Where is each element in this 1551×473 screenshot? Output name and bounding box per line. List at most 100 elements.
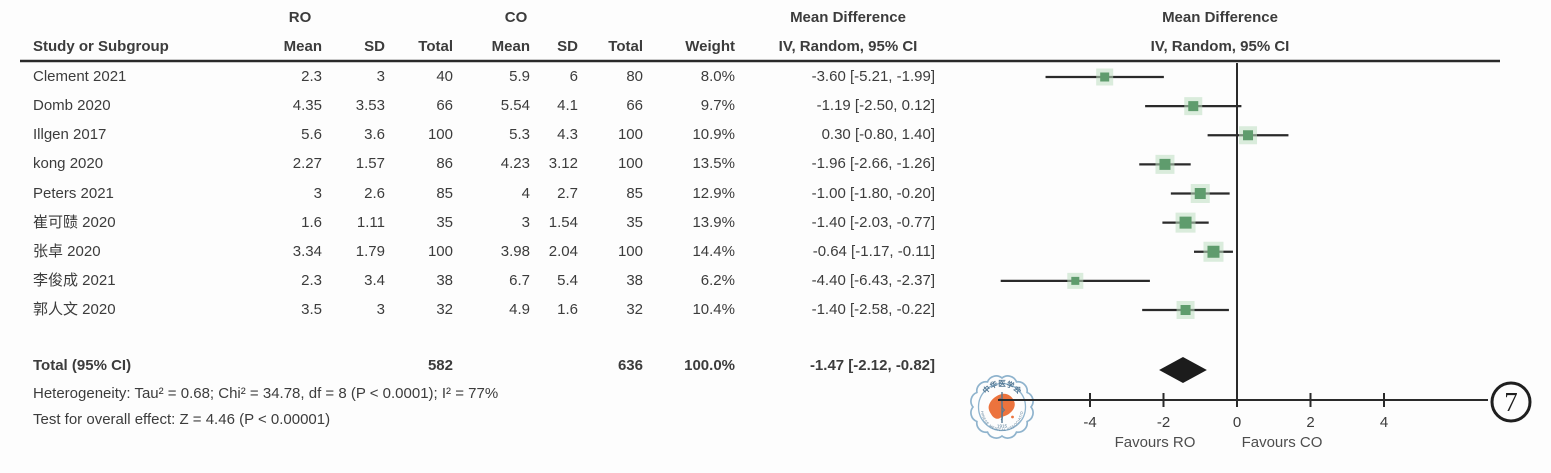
- ro-total-value: 32: [436, 301, 453, 318]
- co-sd-value: 2.04: [548, 243, 578, 260]
- md-ci-value: -1.96 [-2.66, -1.26]: [811, 155, 935, 172]
- ro-mean-value: 2.27: [292, 155, 322, 172]
- ro-sd-value: 3: [376, 68, 385, 85]
- ro-sd-value: 3.4: [364, 272, 385, 289]
- figure-number-circle: [1490, 381, 1532, 423]
- ro-mean-value: 4.35: [292, 97, 322, 114]
- ro-mean-value: 3.5: [301, 301, 322, 318]
- co-sd-value: 6: [569, 68, 578, 85]
- md-ci-value: -3.60 [-5.21, -1.99]: [811, 68, 935, 85]
- total-co-n: 636: [617, 357, 643, 374]
- seal-top-text: 中华医学会: [980, 378, 1024, 395]
- md-ci-value: -1.40 [-2.03, -0.77]: [811, 214, 935, 231]
- co-mean-value: 5.3: [509, 126, 530, 143]
- ro-total-value: 86: [436, 155, 453, 172]
- seal-map-island: [1011, 415, 1014, 419]
- md-ci-value: -1.19 [-2.50, 0.12]: [816, 97, 935, 114]
- ro-mean-value: 3: [313, 185, 322, 202]
- overall-effect-note: Test for overall effect: Z = 4.46 (P < 0…: [33, 411, 331, 428]
- ro-total-value: 40: [436, 68, 453, 85]
- co-mean-value: 5.54: [500, 97, 530, 114]
- column-header-ro-mean: Mean: [283, 38, 322, 55]
- co-mean-value: 4.9: [509, 301, 530, 318]
- ro-mean-value: 1.6: [301, 214, 322, 231]
- weight-value: 9.7%: [700, 97, 735, 114]
- study-label: Peters 2021: [33, 185, 114, 202]
- weight-value: 6.2%: [700, 272, 735, 289]
- ro-sd-value: 3.6: [364, 126, 385, 143]
- effect-square: [1180, 305, 1191, 315]
- seal-serpent: [999, 397, 1006, 421]
- axis-tick-label: 2: [1306, 414, 1314, 431]
- co-total-value: 85: [626, 185, 643, 202]
- column-header-ro-total: Total: [418, 38, 453, 55]
- ro-sd-value: 3: [376, 301, 385, 318]
- column-header-co-total: Total: [608, 38, 643, 55]
- axis-tick-label: -4: [1083, 414, 1096, 431]
- co-mean-value: 3: [521, 214, 530, 231]
- axis-tick-label: -2: [1157, 414, 1170, 431]
- weight-value: 12.9%: [692, 185, 735, 202]
- group-header-ro: RO: [288, 9, 312, 26]
- co-sd-value: 3.12: [548, 155, 578, 172]
- weight-value: 13.5%: [692, 155, 735, 172]
- co-total-value: 100: [617, 126, 643, 143]
- effect-square: [1194, 188, 1206, 199]
- co-total-value: 100: [617, 155, 643, 172]
- total-ro-n: 582: [427, 357, 453, 374]
- plot-header-mean-difference: Mean Difference: [1162, 9, 1278, 26]
- total-diamond: [1159, 357, 1207, 383]
- md-ci-value: -1.40 [-2.58, -0.22]: [811, 301, 935, 318]
- favours-right-label: Favours CO: [1242, 434, 1323, 451]
- heterogeneity-note: Heterogeneity: Tau² = 0.68; Chi² = 34.78…: [33, 385, 499, 402]
- ro-mean-value: 5.6: [301, 126, 322, 143]
- study-label: 张卓 2020: [33, 243, 101, 260]
- ro-total-value: 38: [436, 272, 453, 289]
- seal-inner-circle: [977, 382, 1027, 432]
- effect-square: [1207, 245, 1220, 258]
- co-total-value: 35: [626, 214, 643, 231]
- ro-mean-value: 3.34: [292, 243, 322, 260]
- ro-sd-value: 1.57: [355, 155, 385, 172]
- column-header-co-mean: Mean: [491, 38, 530, 55]
- effect-square: [1159, 158, 1171, 170]
- total-md-ci: -1.47 [-2.12, -0.82]: [809, 357, 935, 374]
- ro-mean-value: 2.3: [301, 272, 322, 289]
- ro-total-value: 85: [436, 185, 453, 202]
- co-total-value: 38: [626, 272, 643, 289]
- co-total-value: 66: [626, 97, 643, 114]
- column-header-ro-sd: SD: [364, 38, 385, 55]
- effect-square: [1100, 72, 1110, 82]
- effect-square: [1071, 276, 1080, 285]
- study-label: kong 2020: [33, 155, 104, 172]
- ro-sd-value: 1.11: [356, 214, 385, 231]
- effect-square: [1179, 216, 1192, 229]
- co-sd-value: 1.6: [557, 301, 578, 318]
- co-total-value: 100: [617, 243, 643, 260]
- favours-left-label: Favours RO: [1115, 434, 1196, 451]
- ro-mean-value: 2.3: [301, 68, 322, 85]
- seal-year-text: 1915: [997, 424, 1008, 429]
- column-header-method: IV, Random, 95% CI: [778, 38, 918, 55]
- weight-value: 10.4%: [692, 301, 735, 318]
- figure-number-text: 7: [1504, 387, 1518, 417]
- study-label: 李俊成 2021: [33, 272, 116, 289]
- co-sd-value: 2.7: [557, 185, 578, 202]
- weight-value: 10.9%: [692, 126, 735, 143]
- co-mean-value: 3.98: [500, 243, 530, 260]
- cma-watermark-seal: 中华医学会CHINESE MEDICAL ASSOCIATION1915: [970, 375, 1034, 439]
- weight-value: 13.9%: [692, 214, 735, 231]
- md-ci-value: -4.40 [-6.43, -2.37]: [811, 272, 935, 289]
- co-sd-value: 1.54: [548, 214, 578, 231]
- ro-sd-value: 3.53: [355, 97, 385, 114]
- co-mean-value: 6.7: [509, 272, 530, 289]
- weight-value: 8.0%: [700, 68, 735, 85]
- ro-total-value: 66: [436, 97, 453, 114]
- ro-total-value: 100: [427, 126, 453, 143]
- study-label: Illgen 2017: [33, 126, 107, 143]
- study-label: 崔可赜 2020: [33, 214, 116, 231]
- co-total-value: 80: [626, 68, 643, 85]
- study-label: Domb 2020: [33, 97, 111, 114]
